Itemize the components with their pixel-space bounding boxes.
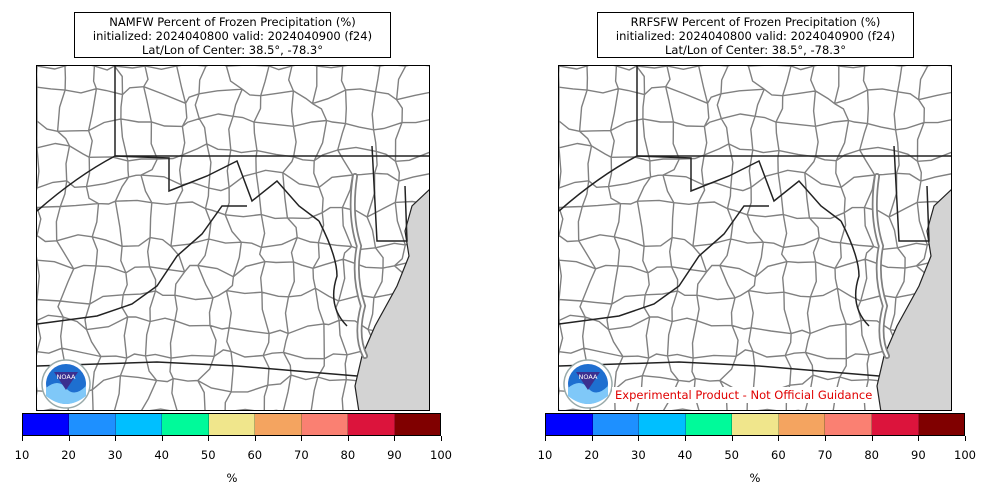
colorbar-tick-label: 50: [200, 448, 216, 462]
colorbar-tick-label: 100: [954, 448, 976, 462]
colorbar-tick: [22, 436, 23, 441]
colorbar-tick: [545, 436, 546, 441]
left-map-title: NAMFW Percent of Frozen Precipitation (%…: [74, 12, 391, 58]
colorbar-tick: [778, 436, 780, 441]
colorbar-segment: [918, 414, 965, 435]
left-colorbar-unit: %: [226, 471, 238, 485]
right-title-line1: RRFSFW Percent of Frozen Precipitation (…: [630, 15, 881, 29]
colorbar-tick-label: 90: [911, 448, 926, 462]
colorbar-tick-label: 50: [724, 448, 739, 462]
right-colorbar-unit: %: [749, 471, 761, 485]
colorbar-tick: [441, 436, 442, 441]
right-map-title: RRFSFW Percent of Frozen Precipitation (…: [597, 12, 914, 58]
colorbar-tick: [871, 436, 873, 441]
colorbar-tick: [394, 436, 396, 441]
colorbar-tick: [347, 436, 349, 441]
colorbar-tick: [825, 436, 826, 441]
colorbar-tick: [685, 436, 686, 441]
state-border: [318, 220, 348, 327]
noaa-logo-text: NOAA: [579, 373, 598, 381]
state-border: [371, 145, 408, 242]
colorbar-tick-label: 80: [864, 448, 879, 462]
colorbar-segment: [639, 414, 686, 435]
state-border: [840, 220, 870, 327]
colorbar-tick: [638, 436, 640, 441]
colorbar-tick-label: 70: [294, 448, 309, 462]
colorbar-segment: [685, 414, 733, 435]
colorbar-tick: [254, 436, 256, 441]
colorbar-segment: [255, 414, 302, 435]
noaa-logo-text: NOAA: [57, 373, 76, 381]
colorbar-segment: [778, 414, 826, 435]
colorbar-tick-label: 10: [14, 448, 30, 462]
left-map-svg: [37, 66, 429, 410]
colorbar-tick-label: 40: [677, 448, 693, 462]
colorbar-tick: [731, 436, 733, 441]
colorbar-segment: [825, 414, 872, 435]
left-title-line3: Lat/Lon of Center: 38.5°, -78.3°: [142, 43, 323, 57]
left-map[interactable]: [36, 65, 430, 411]
left-title-line1: NAMFW Percent of Frozen Precipitation (%…: [109, 15, 356, 29]
colorbar-tick-label: 20: [584, 448, 599, 462]
atlantic-ocean: [354, 189, 429, 410]
colorbar-segment: [69, 414, 116, 435]
right-colorbar: [545, 413, 965, 436]
colorbar-tick-label: 70: [817, 448, 833, 462]
colorbar-tick: [591, 436, 593, 441]
state-border: [37, 155, 320, 222]
colorbar-tick-label: 60: [771, 448, 786, 462]
colorbar-segment: [23, 414, 70, 435]
county-borders: [37, 66, 429, 410]
right-map[interactable]: [558, 65, 952, 411]
noaa-logo-icon: NOAA: [41, 359, 91, 409]
colorbar-tick-label: 100: [430, 448, 452, 462]
colorbar-segment: [208, 414, 256, 435]
atlantic-ocean: [876, 189, 951, 410]
colorbar-tick: [115, 436, 117, 441]
state-border: [114, 66, 429, 157]
colorbar-tick-label: 30: [107, 448, 123, 462]
colorbar-tick-label: 90: [387, 448, 402, 462]
state-border: [893, 145, 930, 242]
noaa-logo-icon: NOAA: [563, 359, 613, 409]
colorbar-tick: [68, 436, 70, 441]
colorbar-tick: [918, 436, 920, 441]
colorbar-tick-label: 80: [340, 448, 356, 462]
colorbar-tick: [965, 436, 966, 441]
colorbar-segment: [348, 414, 395, 435]
colorbar-tick: [301, 436, 303, 441]
right-title-line3: Lat/Lon of Center: 38.5°, -78.3°: [665, 43, 846, 57]
right-map-svg: [559, 66, 951, 410]
left-title-line2: initialized: 2024040800 valid: 202404090…: [92, 29, 373, 43]
colorbar-segment: [546, 414, 593, 435]
colorbar-tick: [208, 436, 210, 441]
colorbar-tick-label: 60: [247, 448, 263, 462]
state-border: [559, 205, 769, 325]
colorbar-tick-label: 30: [631, 448, 646, 462]
colorbar-segment: [592, 414, 640, 435]
colorbar-segment: [162, 414, 209, 435]
state-border: [636, 66, 951, 157]
state-border: [559, 155, 842, 222]
colorbar-tick: [161, 436, 163, 441]
colorbar-segment: [732, 414, 779, 435]
state-border: [559, 361, 880, 377]
colorbar-tick-label: 40: [154, 448, 169, 462]
colorbar-segment: [115, 414, 163, 435]
colorbar-segment: [394, 414, 440, 435]
state-border: [37, 361, 358, 377]
state-border: [37, 205, 247, 325]
colorbar-tick-label: 10: [537, 448, 553, 462]
colorbar-segment: [301, 414, 349, 435]
left-colorbar: [22, 413, 441, 436]
colorbar-segment: [871, 414, 919, 435]
experimental-disclaimer: Experimental Product - Not Official Guid…: [612, 387, 876, 403]
right-title-line2: initialized: 2024040800 valid: 202404090…: [615, 29, 896, 43]
colorbar-tick-label: 20: [61, 448, 76, 462]
